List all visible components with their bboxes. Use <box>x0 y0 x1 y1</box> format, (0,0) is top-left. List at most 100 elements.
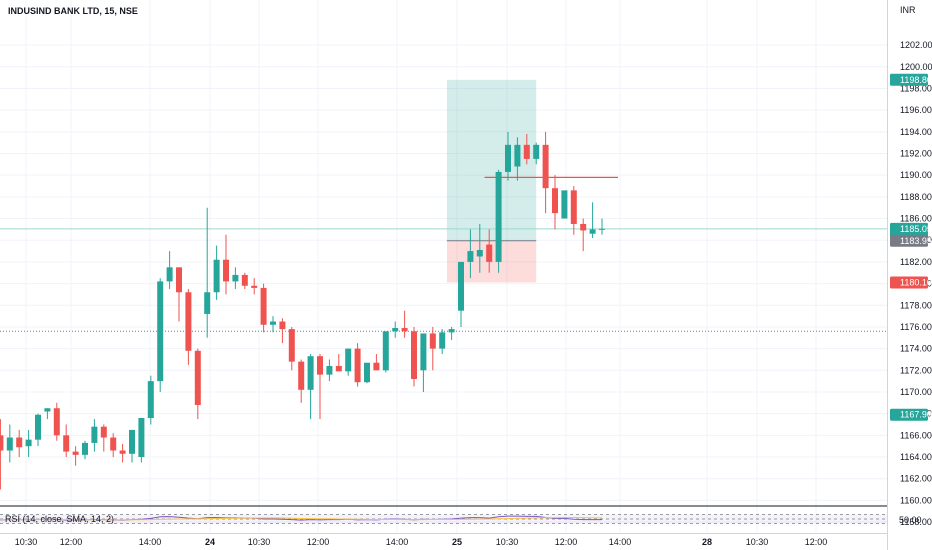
candle[interactable] <box>194 348 201 420</box>
candle[interactable] <box>307 354 314 420</box>
candle-body <box>495 171 502 262</box>
candle[interactable] <box>552 175 558 230</box>
candle[interactable] <box>251 278 258 295</box>
candle[interactable] <box>213 245 220 300</box>
candle[interactable] <box>382 331 389 373</box>
candle-body <box>345 348 352 372</box>
candle[interactable] <box>176 267 182 322</box>
candle[interactable] <box>25 429 32 458</box>
candle[interactable] <box>279 318 286 344</box>
candlestick-series[interactable] <box>0 131 605 490</box>
candle[interactable] <box>364 362 370 384</box>
candle[interactable] <box>185 289 192 365</box>
time-axis[interactable]: 10:30 12:00 14:00 24 10:30 12:00 14:00 25 10:30 1… <box>15 537 828 547</box>
candle-body <box>523 144 530 159</box>
y-tick-label: 1170.00 <box>900 387 932 397</box>
candle[interactable] <box>561 190 568 219</box>
price-badge-label: 1167.90 <box>900 410 932 420</box>
rsi-value-label: 50.00 <box>899 515 922 525</box>
candle[interactable] <box>514 137 521 181</box>
candle-body <box>223 259 229 282</box>
candle[interactable] <box>317 354 323 420</box>
candle[interactable] <box>138 417 145 463</box>
candle[interactable] <box>288 326 295 371</box>
candle[interactable] <box>110 433 117 458</box>
candle[interactable] <box>166 251 173 289</box>
candle[interactable] <box>420 333 427 392</box>
candle[interactable] <box>6 424 13 463</box>
candle[interactable] <box>298 359 305 403</box>
x-tick-label: 10:30 <box>248 537 271 547</box>
candle[interactable] <box>72 446 79 466</box>
candle-body <box>147 381 154 418</box>
candle-body <box>298 361 305 390</box>
candle[interactable] <box>270 316 276 333</box>
candle[interactable] <box>373 354 380 371</box>
candle[interactable] <box>129 429 135 463</box>
candle-body <box>63 435 70 452</box>
candle[interactable] <box>260 283 267 333</box>
candle[interactable] <box>345 348 352 376</box>
candle[interactable] <box>16 429 23 458</box>
x-tick-label: 14:00 <box>139 537 162 547</box>
candle[interactable] <box>91 419 98 452</box>
candle[interactable] <box>523 133 530 165</box>
x-tick-label: 12:00 <box>307 537 330 547</box>
y-tick-label: 1188.00 <box>900 192 932 202</box>
candle[interactable] <box>147 375 154 425</box>
candle[interactable] <box>467 229 474 279</box>
y-tick-label: 1166.00 <box>900 430 932 440</box>
candle[interactable] <box>63 424 70 458</box>
y-tick-label: 1164.00 <box>900 452 932 462</box>
candle[interactable] <box>82 440 88 460</box>
price-badge-label: 1185.05 <box>900 224 932 234</box>
candle[interactable] <box>35 413 41 447</box>
candle-body <box>53 408 60 436</box>
candle[interactable] <box>486 229 493 273</box>
y-tick-label: 1196.00 <box>900 105 932 115</box>
candle[interactable] <box>335 354 342 372</box>
candle[interactable] <box>232 267 239 289</box>
candle[interactable] <box>326 359 333 382</box>
candle[interactable] <box>401 310 408 338</box>
candle[interactable] <box>241 272 248 289</box>
candle[interactable] <box>458 261 464 327</box>
candle[interactable] <box>448 326 455 340</box>
candle[interactable] <box>392 321 399 338</box>
candle[interactable] <box>411 326 417 387</box>
candle[interactable] <box>580 218 587 252</box>
candle-body <box>157 281 164 382</box>
candle[interactable] <box>476 223 483 273</box>
candle[interactable] <box>439 329 446 355</box>
candle[interactable] <box>354 343 361 387</box>
candle[interactable] <box>495 169 502 273</box>
candle-body <box>307 356 314 390</box>
candle[interactable] <box>223 234 229 295</box>
candle[interactable] <box>0 419 4 490</box>
candle[interactable] <box>570 186 577 235</box>
candle-body <box>542 144 549 189</box>
candle-body <box>166 267 173 282</box>
candle[interactable] <box>533 142 540 165</box>
candle[interactable] <box>44 408 51 420</box>
candle[interactable] <box>599 218 605 235</box>
candle[interactable] <box>100 424 107 452</box>
candle[interactable] <box>119 444 126 463</box>
y-tick-label: 1158.00 <box>900 517 932 527</box>
rsi-pane[interactable] <box>0 514 887 524</box>
candle[interactable] <box>505 131 511 181</box>
price-badge-bg <box>890 234 928 247</box>
price-badge-label: 1198.80 <box>900 75 932 85</box>
candle[interactable] <box>542 131 549 214</box>
currency-label: INR <box>900 5 916 15</box>
candle[interactable] <box>589 202 596 239</box>
candle[interactable] <box>429 326 436 371</box>
candle[interactable] <box>157 278 164 392</box>
position-target-zone[interactable] <box>446 79 537 241</box>
candle-body <box>364 362 370 383</box>
grid <box>0 0 887 533</box>
candle[interactable] <box>204 207 211 338</box>
candle[interactable] <box>53 402 60 441</box>
